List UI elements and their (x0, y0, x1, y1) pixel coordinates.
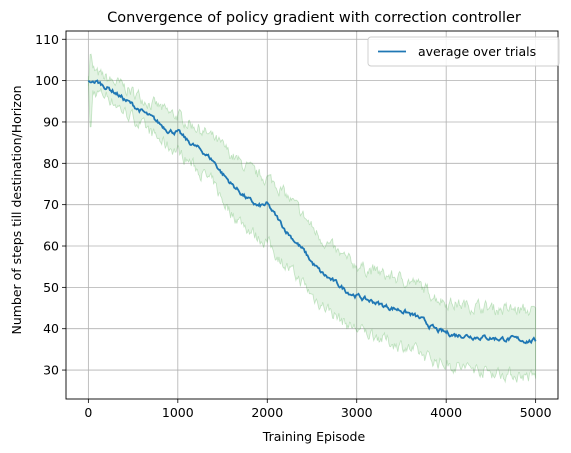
legend-box (367, 36, 560, 67)
series-line (87, 79, 537, 345)
confidence-band (87, 53, 537, 384)
x-tick-label: 1000 (162, 405, 194, 420)
x-tick-label: 2000 (251, 405, 283, 420)
x-tick-label: 0 (84, 405, 92, 420)
x-axis-label: Training Episode (262, 429, 366, 444)
x-tick-label: 4000 (430, 405, 462, 420)
legend: average over trials (367, 36, 560, 67)
chart-title: Convergence of policy gradient with corr… (107, 10, 521, 26)
y-tick-label: 50 (43, 280, 59, 295)
y-tick-label: 100 (35, 73, 59, 88)
y-tick-label: 30 (43, 363, 59, 378)
x-tick-label: 5000 (520, 405, 552, 420)
x-axis-ticks: 0 1000 2000 3000 4000 5000 (84, 399, 552, 420)
grid (66, 31, 558, 399)
y-tick-label: 70 (43, 197, 59, 212)
y-tick-label: 60 (43, 239, 59, 254)
legend-label: average over trials (418, 44, 536, 59)
x-tick-label: 3000 (341, 405, 373, 420)
y-tick-label: 90 (43, 114, 59, 129)
y-tick-label: 110 (35, 32, 59, 47)
y-axis-label: Number of steps till destination/Horizon (9, 85, 24, 334)
plot-frame (65, 30, 559, 400)
y-tick-label: 40 (43, 321, 59, 336)
y-axis-ticks: 30 40 50 60 70 80 90 100 110 (35, 32, 66, 378)
y-tick-label: 80 (43, 156, 59, 171)
